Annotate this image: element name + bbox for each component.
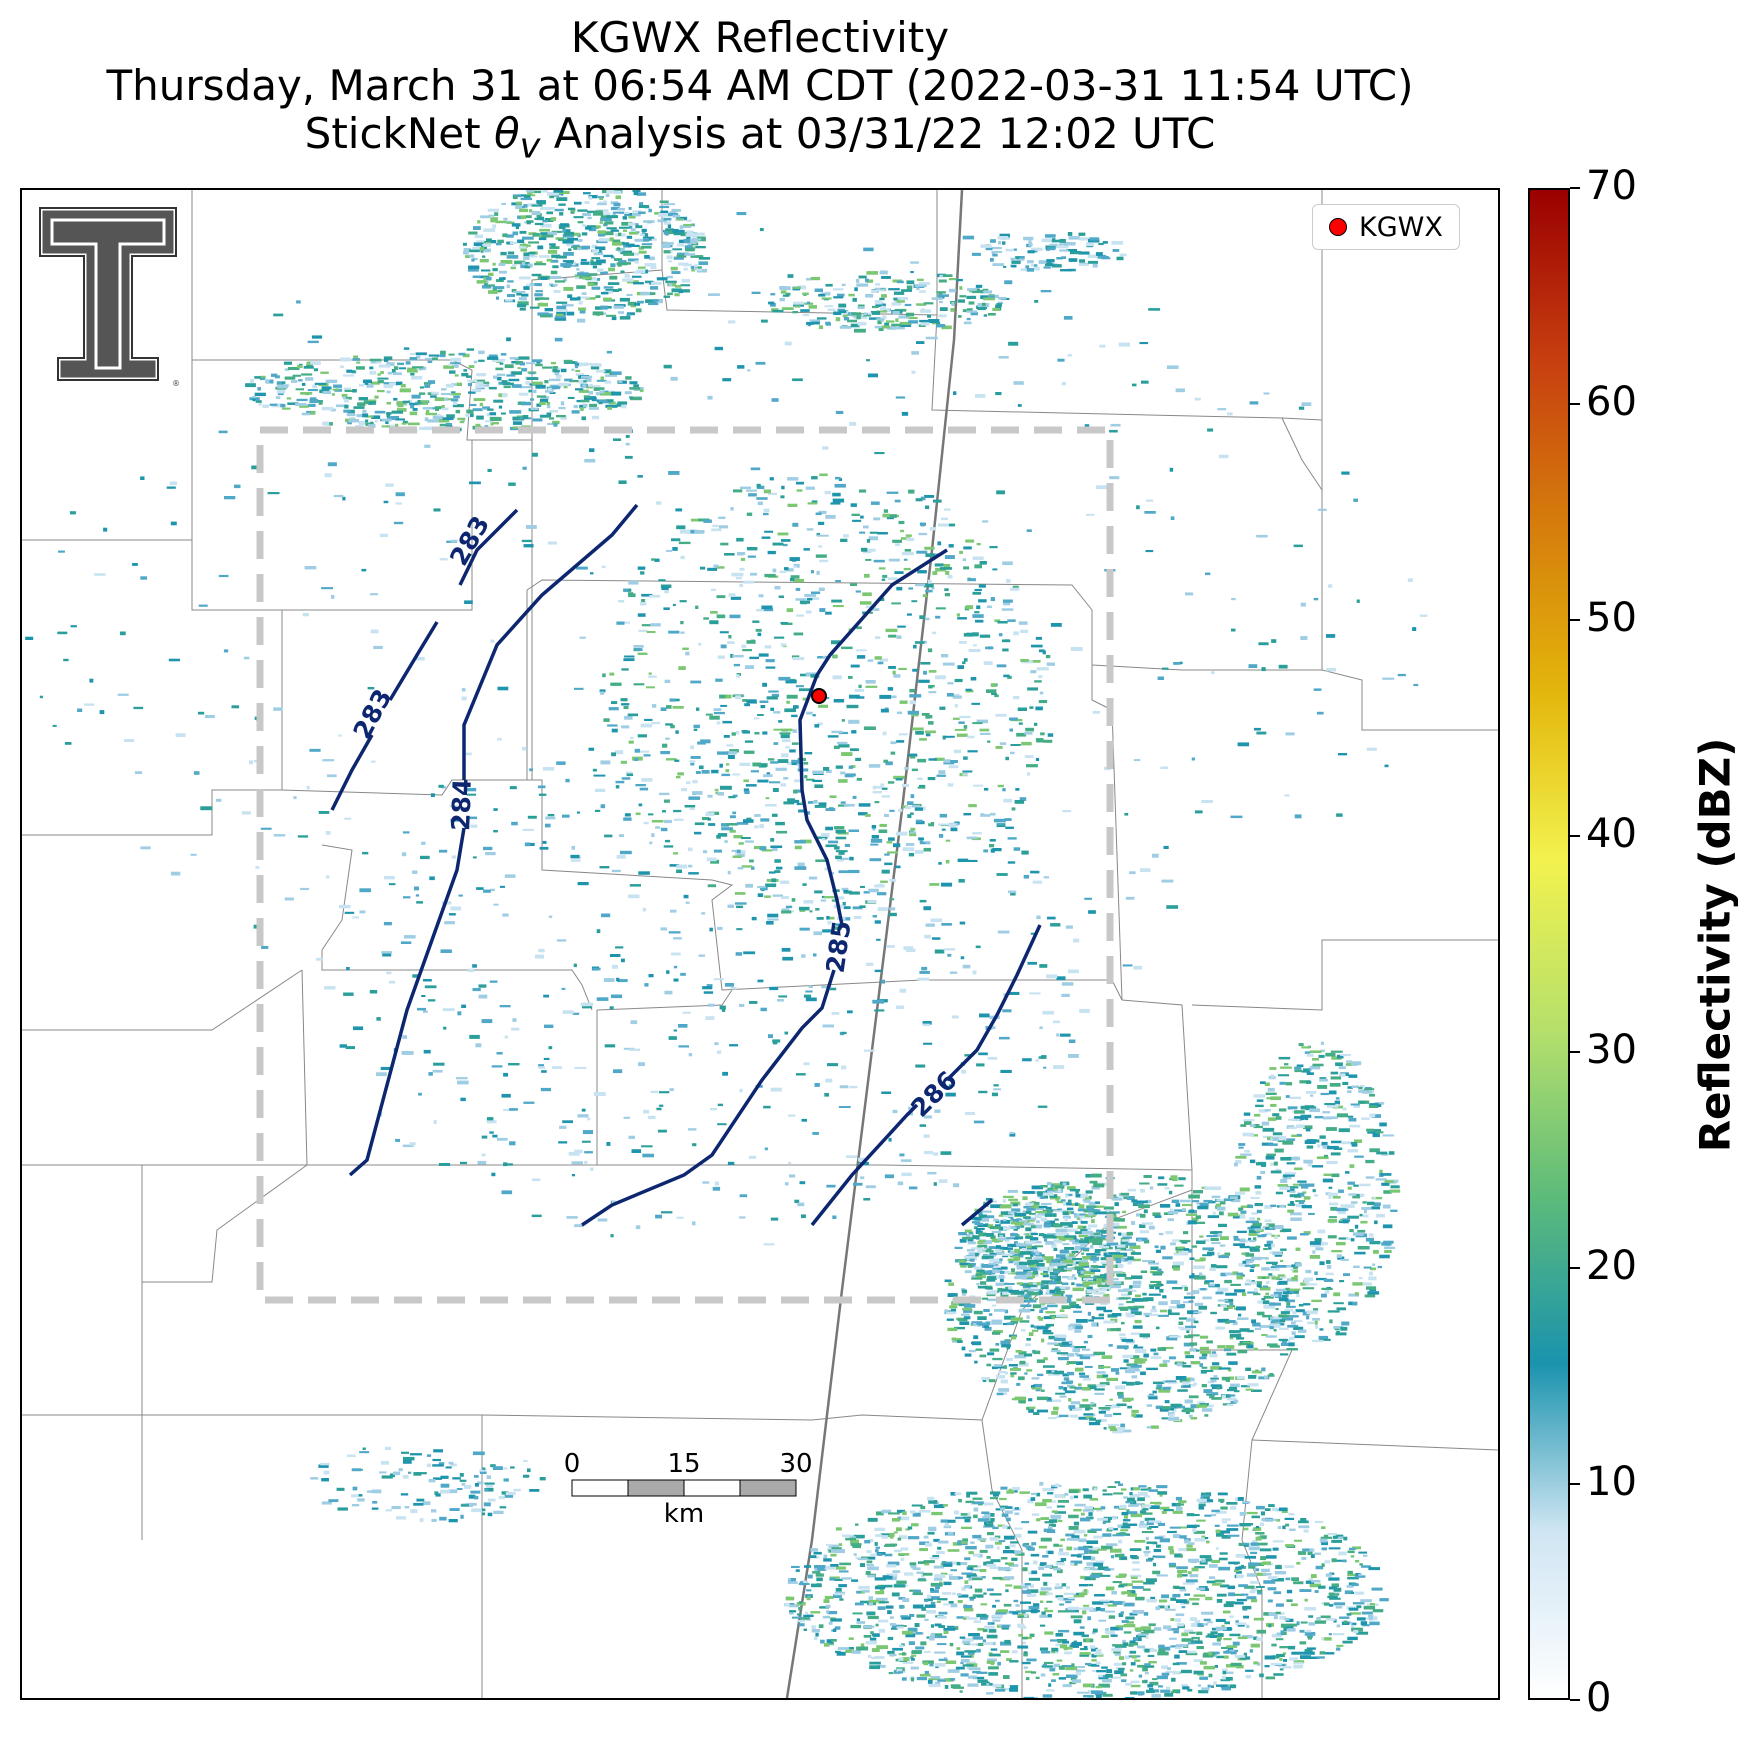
colorbar-tick	[1570, 835, 1580, 837]
contour-label-283-lower: 283	[347, 684, 397, 744]
colorbar-tick-label: 50	[1586, 595, 1637, 641]
contour-label-285: 285	[821, 919, 857, 975]
scale-bar: 0 15 30 km	[564, 1449, 813, 1529]
texas-tech-logo: ®	[37, 205, 180, 388]
map-panel[interactable]: 283 283 284 285 286 0 15 30 km ® KGWX	[20, 188, 1500, 1700]
kgwx-radar-marker[interactable]	[811, 688, 827, 704]
map-canvas: 283 283 284 285 286 0 15 30 km ®	[22, 190, 1498, 1698]
theta-symbol: θ	[493, 109, 520, 158]
colorbar-tick-label: 10	[1586, 1459, 1637, 1505]
county-boundaries	[22, 190, 1498, 1698]
contour-label-284: 284	[446, 778, 477, 831]
contour-284	[348, 503, 639, 1177]
scale-unit: km	[664, 1499, 704, 1529]
contour-286	[810, 924, 1042, 1227]
colorbar-tick-label: 0	[1586, 1675, 1612, 1721]
scale-label-15: 15	[667, 1449, 700, 1479]
colorbar-label: Reflectivity (dBZ)	[1690, 737, 1738, 1153]
contour-286-fragment	[960, 1198, 994, 1227]
colorbar-tick-label: 60	[1586, 379, 1637, 425]
scale-label-30: 30	[779, 1449, 812, 1479]
colorbar-tick	[1570, 1267, 1580, 1269]
map-legend: KGWX	[1312, 204, 1460, 250]
colorbar-tick	[1570, 619, 1580, 621]
colorbar-tick-label: 40	[1586, 811, 1637, 857]
state-border-line	[785, 190, 964, 1698]
colorbar-tick	[1570, 1483, 1580, 1485]
theta-v-contours	[330, 503, 1042, 1227]
title-radar: KGWX Reflectivity	[570, 13, 950, 62]
title-datetime: Thursday, March 31 at 06:54 AM CDT (2022…	[106, 61, 1414, 110]
colorbar-tick-label: 70	[1586, 163, 1637, 209]
colorbar-tick	[1570, 1051, 1580, 1053]
reflectivity-echoes	[25, 190, 1428, 1698]
colorbar-tick-label: 20	[1586, 1243, 1637, 1289]
colorbar-tick	[1570, 403, 1580, 405]
title-analysis: StickNet θv Analysis at 03/31/22 12:02 U…	[304, 109, 1216, 167]
contour-283	[330, 508, 519, 811]
colorbar-tick	[1570, 187, 1580, 189]
legend-radar-marker	[1329, 218, 1347, 236]
contour-285	[581, 548, 948, 1227]
scale-label-0: 0	[564, 1449, 581, 1479]
legend-label: KGWX	[1359, 211, 1443, 243]
colorbar	[1528, 188, 1570, 1700]
map-title: KGWX Reflectivity Thursday, March 31 at …	[0, 14, 1520, 170]
colorbar-tick	[1570, 1699, 1580, 1701]
colorbar-tick-label: 30	[1586, 1027, 1637, 1073]
